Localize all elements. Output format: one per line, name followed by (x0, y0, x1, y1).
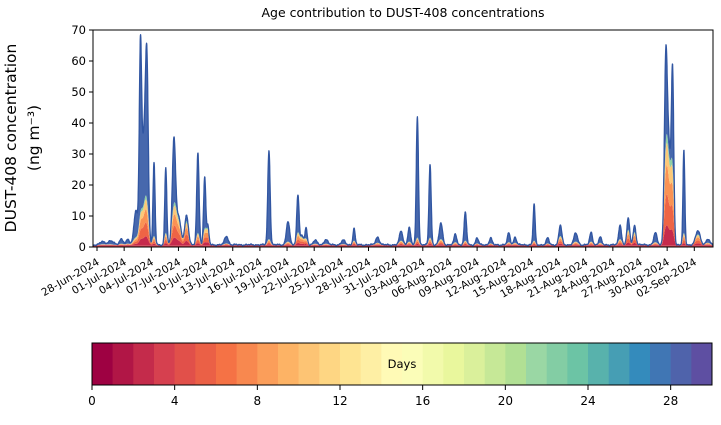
colorbar-tick-label: 8 (254, 394, 262, 408)
colorbar-step (360, 343, 382, 385)
colorbar-step (484, 343, 506, 385)
y-tick-label: 30 (71, 147, 86, 161)
colorbar-step (298, 343, 320, 385)
colorbar-step (216, 343, 237, 385)
plot-border (92, 29, 714, 248)
y-tick-label: 60 (71, 54, 86, 68)
colorbar-step (670, 343, 692, 385)
colorbar-step (112, 343, 134, 385)
colorbar-tick-label: 24 (580, 394, 595, 408)
colorbar-step (174, 343, 196, 385)
colorbar-step (92, 343, 113, 385)
colorbar-step (195, 343, 217, 385)
y-tick-label: 0 (79, 240, 86, 254)
colorbar-step (402, 343, 423, 385)
colorbar-label: Days (388, 357, 417, 371)
colorbar-step (464, 343, 485, 385)
y-tick-label: 50 (71, 85, 86, 99)
total-concentration-line (93, 34, 713, 247)
x-axis-tick-labels: 28-Jun-202401-Jul-202404-Jul-202407-Jul-… (40, 256, 700, 301)
colorbar-step (608, 343, 630, 385)
y-axis-label-line1: DUST-408 concentration (2, 44, 20, 233)
colorbar-tick-label: 12 (332, 394, 347, 408)
colorbar-step (567, 343, 589, 385)
colorbar-step (236, 343, 258, 385)
plot-axes (89, 29, 714, 251)
colorbar-step (381, 343, 403, 385)
colorbar-step (340, 343, 361, 385)
chart-title: Age contribution to DUST-408 concentrati… (261, 5, 544, 20)
colorbar-step (257, 343, 279, 385)
colorbar-step (133, 343, 155, 385)
colorbar-step (443, 343, 465, 385)
colorbar-step (422, 343, 444, 385)
colorbar-step (319, 343, 341, 385)
colorbar-step (526, 343, 547, 385)
y-tick-label: 20 (71, 178, 86, 192)
colorbar-step (154, 343, 175, 385)
y-axis-tick-labels: 0 10 20 30 40 50 60 70 (71, 23, 86, 254)
y-tick-label: 70 (71, 23, 86, 37)
colorbar-border (91, 342, 713, 386)
colorbar-step (546, 343, 568, 385)
colorbar-tick-label: 28 (663, 394, 678, 408)
colorbar-tick-label: 16 (415, 394, 430, 408)
colorbar-tick-label: 4 (171, 394, 179, 408)
colorbar-tick-labels: 0 4 8 12 16 20 24 28 (88, 394, 678, 408)
colorbar-step (691, 343, 713, 385)
colorbar-step (505, 343, 527, 385)
y-axis-label-line2: (ng m⁻³) (25, 105, 43, 171)
age-band-old-blue (93, 34, 713, 246)
colorbar-tick-label: 20 (498, 394, 513, 408)
y-tick-label: 10 (71, 209, 86, 223)
y-tick-label: 40 (71, 116, 86, 130)
colorbar-step (650, 343, 671, 385)
stacked-area-plot (93, 34, 713, 247)
colorbar-tick-label: 0 (88, 394, 96, 408)
colorbar (91, 342, 713, 390)
colorbar-step (588, 343, 609, 385)
colorbar-step (278, 343, 299, 385)
colorbar-step (629, 343, 651, 385)
